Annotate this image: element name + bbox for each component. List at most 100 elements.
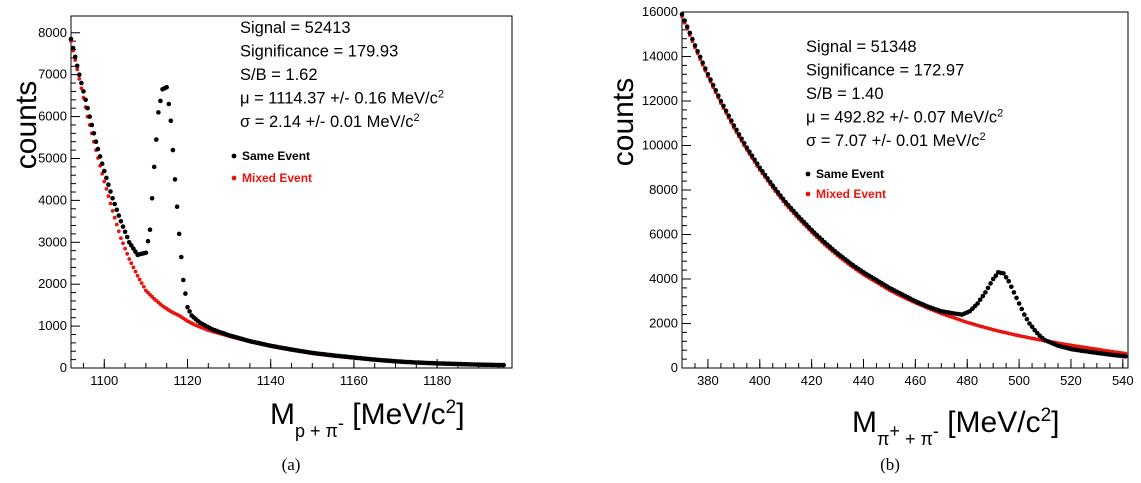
data-point [99, 161, 105, 166]
data-point [81, 89, 86, 94]
sb-text: S/B = 1.62 [240, 66, 318, 84]
data-point [679, 11, 685, 17]
series-same-event [68, 36, 507, 368]
data-point [713, 88, 718, 93]
data-point [770, 183, 776, 188]
data-point [174, 204, 180, 209]
data-point [114, 222, 119, 227]
y-tick-label: 8000 [38, 25, 67, 40]
signal-text: Signal = 52413 [240, 19, 351, 37]
data-point [716, 93, 721, 98]
data-point [116, 229, 121, 234]
data-point [752, 157, 757, 162]
data-point [181, 277, 186, 283]
data-point [112, 201, 117, 207]
data-point [164, 84, 169, 90]
data-point [185, 304, 190, 310]
data-point [695, 48, 700, 54]
chart-panel-b: 0 2000 4000 6000 8000 10000 12000 14000 16000 380… [607, 4, 1134, 449]
data-point [773, 186, 778, 192]
data-point [70, 45, 76, 51]
data-point [1123, 354, 1128, 359]
y-tick-label: 7000 [38, 67, 67, 82]
data-point [75, 67, 80, 72]
data-point [1009, 284, 1014, 290]
data-point [106, 182, 111, 187]
data-point [778, 193, 783, 198]
data-point [501, 362, 507, 368]
data-point [710, 82, 716, 88]
chart-panel-a: 0 1000 2000 3000 4000 5000 6000 7000 8000 1100 112… [10, 15, 513, 441]
data-point [1014, 295, 1019, 301]
data-point [119, 236, 123, 241]
data-point [757, 165, 763, 171]
y-axis-label: counts [607, 78, 640, 166]
data-point [87, 114, 92, 119]
data-point [151, 164, 157, 170]
data-point [718, 98, 724, 104]
data-point [734, 127, 739, 133]
data-point [68, 36, 74, 42]
significance-text: Significance = 172.97 [806, 62, 964, 80]
data-point [102, 179, 107, 184]
data-point [700, 60, 705, 65]
legend-label: Same Event [242, 149, 310, 163]
y-tick-label: 0 [60, 360, 67, 375]
data-point [116, 213, 122, 218]
data-point [133, 269, 138, 274]
data-point [767, 179, 773, 185]
sigma-text: σ = 7.07 +/- 0.01 MeV/c2 [806, 131, 986, 150]
legend-marker [231, 175, 237, 181]
legend-label: Mixed Event [816, 187, 886, 201]
data-point [79, 86, 84, 91]
x-tick-label: 380 [697, 373, 719, 388]
data-point [83, 97, 88, 103]
y-tick-label: 2000 [38, 276, 67, 291]
data-point [127, 257, 132, 261]
data-point [1016, 301, 1022, 306]
data-point [741, 141, 747, 146]
data-point [1022, 312, 1027, 317]
data-point [690, 36, 695, 42]
x-tick-label: 1140 [257, 373, 285, 388]
data-point [108, 189, 113, 194]
x-axis-label: Mp + π- [MeV/c2] [270, 397, 465, 441]
caption-b: (b) [880, 455, 900, 474]
data-point [145, 238, 151, 244]
x-tick-label: 1180 [423, 373, 451, 388]
data-point [684, 24, 690, 30]
x-tick-label: 1160 [340, 373, 368, 388]
data-point [1011, 290, 1017, 295]
y-tick-label: 0 [671, 360, 678, 375]
data-point [736, 132, 742, 137]
x-tick-label: 500 [1008, 373, 1030, 388]
data-point [729, 118, 734, 123]
data-point [93, 139, 99, 144]
data-point [187, 309, 192, 314]
data-point [980, 293, 986, 299]
data-point [721, 103, 726, 109]
data-point [172, 177, 178, 182]
data-point [760, 169, 765, 174]
sigma-text: σ = 2.14 +/- 0.01 MeV/c2 [240, 112, 420, 131]
data-point [156, 110, 161, 115]
data-point [97, 154, 103, 159]
data-point [158, 98, 163, 104]
data-point [168, 118, 174, 124]
legend-marker [805, 191, 811, 197]
data-point [110, 196, 115, 201]
y-tick-label: 8000 [649, 182, 678, 197]
data-point [692, 43, 698, 48]
data-point [708, 77, 713, 82]
x-tick-label: 460 [905, 373, 927, 388]
data-point [993, 273, 999, 279]
y-tick-label: 16000 [642, 4, 678, 19]
data-point [104, 175, 109, 181]
y-axis-label: counts [10, 81, 43, 169]
data-point [123, 246, 127, 251]
data-point [747, 149, 752, 154]
data-point [705, 72, 711, 77]
data-point [147, 227, 153, 232]
significance-text: Significance = 179.93 [240, 43, 398, 61]
data-point [682, 18, 687, 23]
